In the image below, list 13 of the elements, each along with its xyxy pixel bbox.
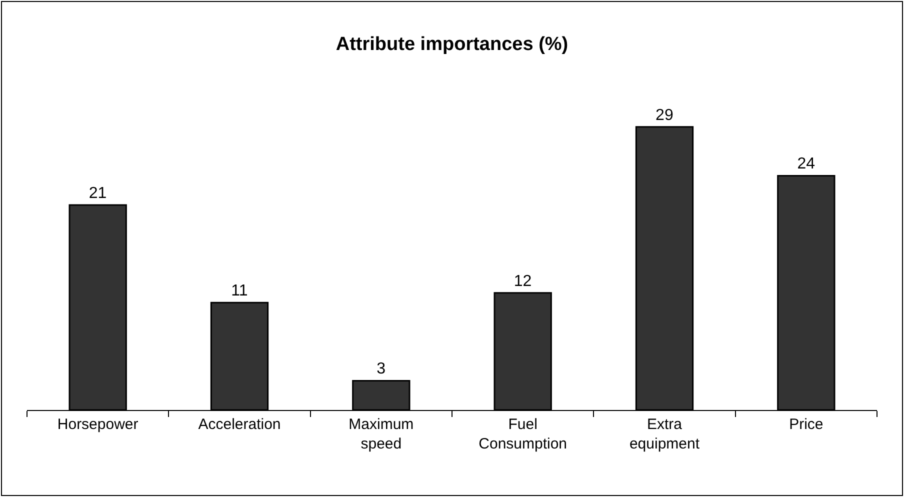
x-tick-label: Fuel Consumption xyxy=(478,416,568,452)
data-label: 29 xyxy=(656,106,674,124)
data-label: 3 xyxy=(376,360,386,378)
data-label: 24 xyxy=(797,156,816,173)
x-tick-label: Extra equipment xyxy=(629,416,700,452)
chart-title: Attribute importances (%) xyxy=(336,34,568,55)
data-label: 12 xyxy=(514,272,532,290)
x-tick-label: Horsepower xyxy=(57,416,138,433)
data-label: 11 xyxy=(231,282,248,300)
x-tick-label: Maximum speed xyxy=(348,416,414,452)
x-tick-label: Price xyxy=(789,416,824,433)
data-label: 21 xyxy=(88,185,107,202)
x-tick-label: Acceleration xyxy=(198,416,281,433)
